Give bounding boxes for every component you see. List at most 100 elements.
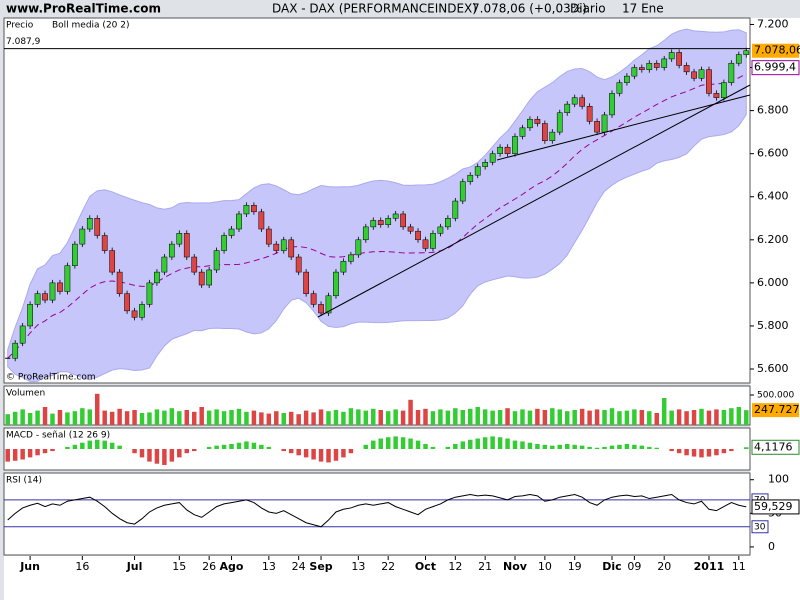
candle-body <box>42 293 48 301</box>
volume-bar <box>385 411 391 425</box>
last-volume: 247.727 <box>754 403 800 416</box>
candle-body <box>385 218 392 225</box>
volume-bar <box>154 409 160 425</box>
volume-bar <box>162 410 167 425</box>
volume-bar <box>393 409 398 425</box>
candle-body <box>109 250 116 273</box>
candle-body <box>161 256 168 273</box>
candle-body <box>49 282 56 301</box>
rsi-level-label: 30 <box>754 522 766 532</box>
volume-bar <box>594 409 600 425</box>
volume-bar <box>535 408 540 425</box>
volume-bar <box>266 413 272 425</box>
date: 17 Ene <box>622 2 664 16</box>
candle-body <box>213 250 220 271</box>
macd-bar <box>721 449 727 454</box>
instrument: DAX - DAX (PERFORMANCEINDEX) <box>272 2 477 16</box>
indicator-legend: Boll media (20 2) <box>52 21 130 31</box>
macd-panel: MACD - señal (12 26 9) 4,1176 <box>3 427 800 471</box>
volume-bar <box>706 410 712 425</box>
volume-bar <box>430 411 436 425</box>
volume-bar <box>50 413 55 425</box>
candle-body <box>467 174 474 182</box>
y-tick-label: 0 <box>768 540 775 553</box>
x-tick-label: Jul <box>126 560 143 573</box>
volume-bar <box>296 414 301 425</box>
volume-bar <box>177 411 182 425</box>
macd-bar <box>363 444 369 449</box>
macd-bar <box>654 447 659 449</box>
candle-body <box>512 136 518 154</box>
volume-bar <box>191 411 197 425</box>
candle-body <box>370 220 377 228</box>
volume-bar <box>57 410 63 425</box>
macd-bar <box>564 443 570 449</box>
rsi-level-box <box>751 520 769 534</box>
volume-bar <box>274 411 279 425</box>
candle-body <box>586 106 593 122</box>
last-price-box <box>752 43 799 58</box>
candle-body <box>541 123 548 141</box>
y-tick-label: 100 <box>768 473 789 486</box>
macd-bar <box>393 436 398 449</box>
volume-bar <box>184 410 190 425</box>
x-tick-label: 21 <box>478 560 492 573</box>
last-macd-box <box>751 439 800 455</box>
candle-body <box>221 235 227 251</box>
volume-bar <box>438 409 443 425</box>
candle-body <box>497 146 503 154</box>
candle-body <box>333 271 339 297</box>
volume-bar <box>42 407 48 425</box>
candle-body <box>72 243 78 266</box>
macd-bar <box>572 444 577 449</box>
volume-bar <box>229 410 234 425</box>
candle-body <box>79 228 86 245</box>
volume-bar <box>714 409 719 425</box>
volume-bar <box>20 409 25 425</box>
last-volume-box <box>752 403 799 418</box>
volume-bar <box>527 410 533 425</box>
macd-bar <box>296 449 301 456</box>
macd-bar <box>12 449 18 461</box>
volume-bar <box>609 408 615 425</box>
macd-bar <box>371 440 376 449</box>
candle-body <box>459 181 466 202</box>
macd-bar <box>139 449 145 458</box>
panel-frame <box>3 385 751 426</box>
y-tick-label: 6.600 <box>757 147 789 160</box>
candle-body <box>571 97 578 105</box>
candle-body <box>362 226 369 241</box>
candle-body <box>183 233 190 258</box>
candle-body <box>616 82 623 94</box>
macd-bar <box>162 449 167 465</box>
volume-bar <box>639 410 645 425</box>
macd-bar <box>288 449 294 454</box>
y-tick-label: 6.200 <box>757 233 789 246</box>
candle-body <box>721 82 727 98</box>
candle-body <box>400 213 406 228</box>
volume-bar <box>326 411 331 425</box>
volume-bar <box>371 408 376 425</box>
volume-bar <box>632 409 637 425</box>
volume-bar <box>35 410 40 425</box>
candle-body <box>139 304 145 318</box>
candle-body <box>437 226 444 234</box>
macd-bar <box>490 436 495 449</box>
candle-body <box>504 146 511 154</box>
panel-title: Precio <box>6 21 34 31</box>
overlay <box>317 84 751 318</box>
macd-bar <box>348 449 354 454</box>
macd-bar <box>639 445 645 449</box>
volume-bar <box>251 410 257 425</box>
volume-bar <box>244 411 249 425</box>
x-tick-label: 09 <box>627 560 641 573</box>
macd-bar <box>303 449 309 458</box>
volume-bar <box>318 409 324 425</box>
volume-bar <box>95 393 100 425</box>
macd-bar <box>460 441 466 449</box>
candle-body <box>638 67 645 70</box>
macd-bar <box>5 449 10 462</box>
candle-body <box>713 93 720 98</box>
volume-bar <box>169 408 175 425</box>
